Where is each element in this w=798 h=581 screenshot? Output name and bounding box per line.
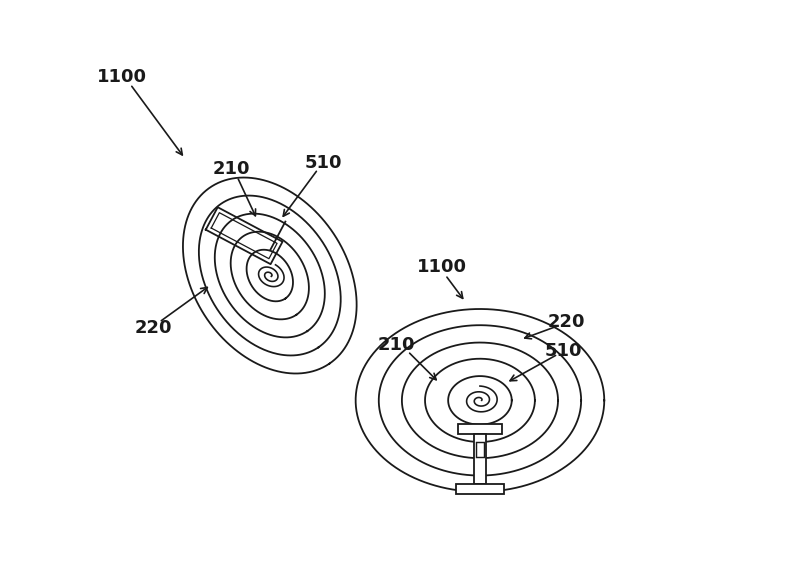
Text: 1100: 1100	[417, 259, 468, 277]
Text: 1100: 1100	[97, 67, 147, 85]
Text: 210: 210	[212, 160, 250, 178]
Text: 510: 510	[545, 342, 583, 360]
Bar	[473, 435, 486, 483]
Text: 220: 220	[135, 319, 172, 337]
Bar	[458, 424, 502, 435]
Text: 220: 220	[548, 313, 586, 331]
Bar	[476, 442, 484, 457]
Bar	[456, 483, 504, 494]
Text: 210: 210	[377, 336, 415, 354]
Text: 510: 510	[305, 155, 342, 173]
